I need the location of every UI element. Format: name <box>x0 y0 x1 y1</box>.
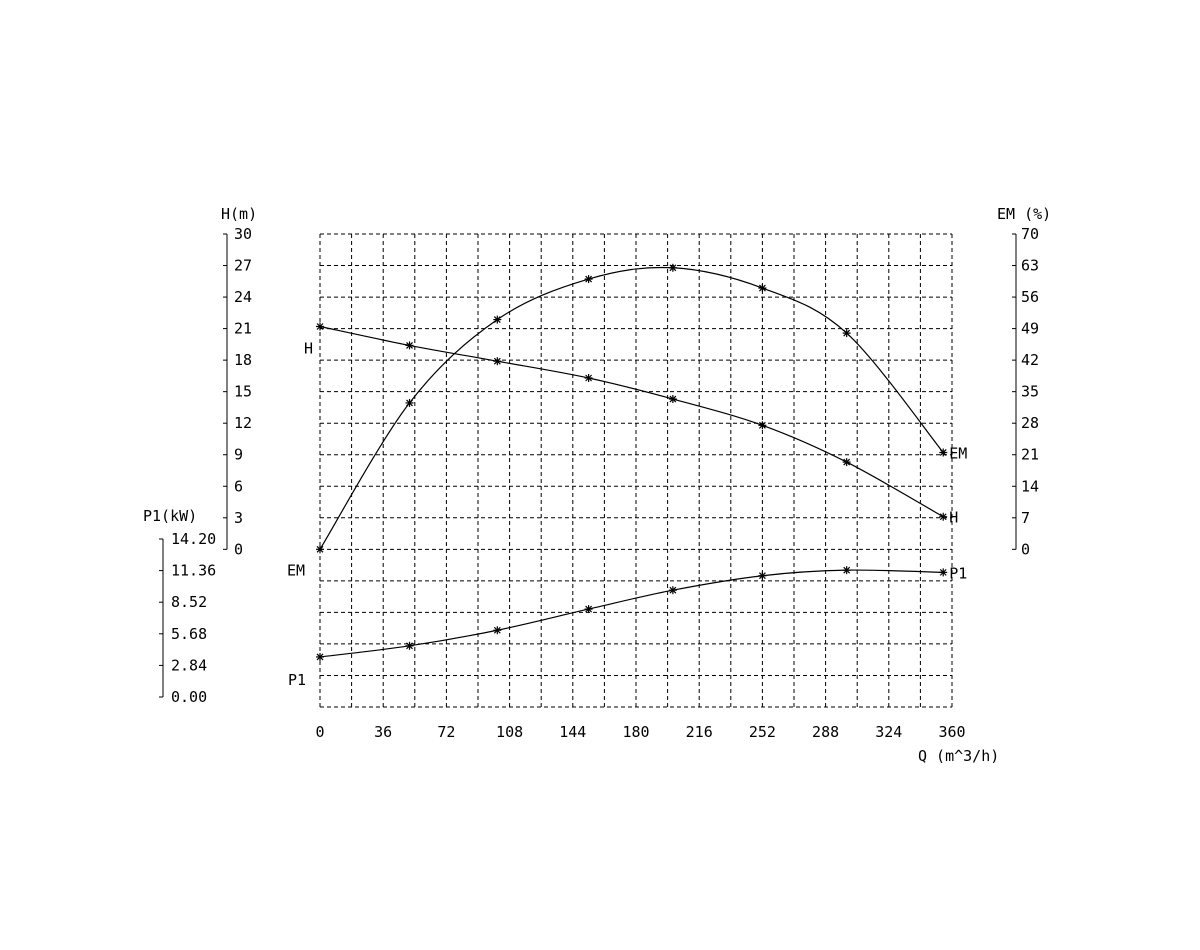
series-em-point <box>842 329 851 338</box>
x-tick-label: 216 <box>686 723 713 741</box>
series-em-line <box>319 266 944 550</box>
h-tick-label: 30 <box>234 225 252 243</box>
series-em-point <box>493 315 502 324</box>
axes: 0 36 72 108 144 180 216 252 288 324 36003691215182… <box>159 225 1039 741</box>
em-tick-label: 56 <box>1021 288 1039 306</box>
em-tick-label: 14 <box>1021 477 1039 495</box>
series-h-point <box>316 322 324 331</box>
em-axis-title: EM (%) <box>997 205 1051 223</box>
x-tick-label: 180 <box>622 723 649 741</box>
series-p1-end-label: P1 <box>949 564 967 582</box>
h-axis-title: H(m) <box>221 205 257 223</box>
p1-tick-label: 0.00 <box>171 688 207 706</box>
em-tick-label: 21 <box>1021 446 1039 464</box>
series-h-point <box>758 421 767 430</box>
h-tick-label: 3 <box>234 509 243 527</box>
em-tick-label: 35 <box>1021 383 1039 401</box>
series-em-point <box>405 398 414 407</box>
em-tick-label: 42 <box>1021 351 1039 369</box>
series-p1-start-label: P1 <box>288 671 306 689</box>
em-tick-label: 28 <box>1021 414 1039 432</box>
x-axis-title: Q (m^3/h) <box>918 747 999 765</box>
x-tick-label: 108 <box>496 723 523 741</box>
x-tick-label: 0 <box>315 723 324 741</box>
series-p1-point <box>758 571 767 580</box>
series-em-end-label: EM <box>949 444 967 462</box>
x-tick-label: 252 <box>749 723 776 741</box>
p1-tick-label: 11.36 <box>171 562 216 580</box>
p1-axis-title: P1(kW) <box>143 507 197 525</box>
h-tick-label: 24 <box>234 288 252 306</box>
p1-tick-label: 5.68 <box>171 625 207 643</box>
series-h-point <box>493 357 502 366</box>
x-tick-label: 144 <box>559 723 586 741</box>
series-h-end-label: H <box>949 509 958 527</box>
series-p1-point <box>842 566 851 575</box>
series-p1-point <box>939 568 948 577</box>
p1-tick-label: 8.52 <box>171 593 207 611</box>
em-tick-label: 7 <box>1021 509 1030 527</box>
series-p1-point <box>316 652 324 661</box>
series-em-point <box>584 275 593 284</box>
series-h-line <box>319 325 944 518</box>
series-em-start-label: EM <box>287 561 305 579</box>
series-p1-point <box>668 586 677 595</box>
series-em-point <box>316 545 324 554</box>
h-tick-label: 15 <box>234 383 252 401</box>
series-em-point <box>758 284 767 293</box>
series-p1-line <box>319 569 944 658</box>
em-tick-label: 0 <box>1021 540 1030 558</box>
series-h-start-label: H <box>304 339 313 357</box>
series-em-point <box>668 263 677 272</box>
h-tick-label: 12 <box>234 414 252 432</box>
series-p1-point <box>493 626 502 635</box>
series-h-point <box>668 395 677 404</box>
x-tick-label: 360 <box>938 723 965 741</box>
h-tick-label: 27 <box>234 257 252 275</box>
x-tick-label: 36 <box>374 723 392 741</box>
series-em-point <box>939 448 948 457</box>
grid <box>319 233 953 708</box>
h-tick-label: 0 <box>234 540 243 558</box>
p1-tick-label: 14.20 <box>171 530 216 548</box>
h-tick-label: 9 <box>234 446 243 464</box>
em-tick-label: 70 <box>1021 225 1039 243</box>
h-tick-label: 18 <box>234 351 252 369</box>
h-tick-label: 21 <box>234 320 252 338</box>
x-tick-label: 324 <box>875 723 902 741</box>
h-tick-label: 6 <box>234 477 243 495</box>
em-tick-label: 63 <box>1021 257 1039 275</box>
series-h-point <box>584 374 593 383</box>
p1-tick-label: 2.84 <box>171 656 207 674</box>
x-tick-label: 72 <box>437 723 455 741</box>
curves: H H EM EM P1 P1 <box>287 263 967 689</box>
series-p1-point <box>405 641 414 650</box>
series-p1-point <box>584 605 593 614</box>
series-h-point <box>939 512 948 521</box>
em-tick-label: 49 <box>1021 320 1039 338</box>
series-h-point <box>842 458 851 467</box>
x-tick-label: 288 <box>812 723 839 741</box>
series-h-point <box>405 341 414 350</box>
